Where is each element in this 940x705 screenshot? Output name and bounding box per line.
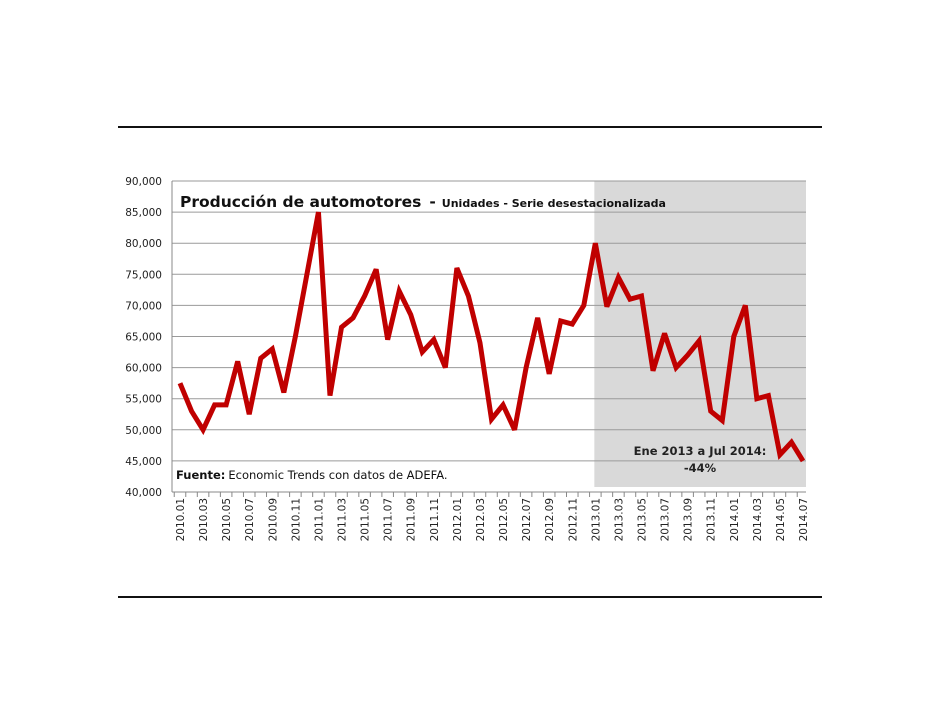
x-tick-label: 2011.09 [406, 498, 418, 541]
x-tick-label: 2010.03 [198, 498, 210, 541]
x-tick-label: 2011.01 [313, 498, 325, 541]
x-tick-label: 2010.09 [267, 498, 279, 541]
y-tick-label: 50,000 [125, 425, 162, 437]
x-tick-label: 2013.07 [660, 498, 672, 541]
x-tick-label: 2013.05 [636, 498, 648, 541]
title-separator: - [429, 193, 435, 211]
annotation-period: Ene 2013 a Jul 2014: [634, 444, 767, 458]
x-tick-label: 2011.05 [360, 498, 372, 541]
x-tick-label: 2012.05 [498, 498, 510, 541]
y-tick-label: 75,000 [125, 269, 162, 281]
y-tick-label: 90,000 [125, 176, 162, 188]
x-tick-label: 2012.01 [452, 498, 464, 541]
x-tick-label: 2014.03 [752, 498, 764, 541]
top-rule [118, 126, 822, 128]
x-tick-label: 2013.01 [590, 498, 602, 541]
chart-title: Producción de automotores [180, 193, 421, 211]
bottom-rule [118, 596, 822, 598]
x-tick-label: 2011.07 [383, 498, 395, 541]
source-label: Fuente: [176, 468, 225, 482]
x-tick-label: 2014.07 [798, 498, 810, 541]
x-tick-label: 2010.05 [221, 498, 233, 541]
x-tick-label: 2013.11 [706, 498, 718, 541]
svg-text:Producción de automotores-Unid: Producción de automotores - Unidades - Ser… [180, 193, 666, 211]
chart-subtitle: Unidades - Serie desestacionalizada [442, 197, 666, 210]
x-tick-label: 2012.03 [475, 498, 487, 541]
highlight-region [594, 181, 806, 487]
x-tick-label: 2011.03 [337, 498, 349, 541]
x-tick-label: 2012.07 [521, 498, 533, 541]
x-tick-label: 2011.11 [429, 498, 441, 541]
x-tick-label: 2013.03 [613, 498, 625, 541]
x-tick-label: 2010.11 [290, 498, 302, 541]
y-tick-label: 45,000 [125, 456, 162, 468]
svg-text:Fuente:Economic Trends con dat: Fuente: Economic Trends con datos de ADEF… [176, 468, 448, 482]
x-tick-label: 2012.09 [544, 498, 556, 541]
y-tick-label: 55,000 [125, 394, 162, 406]
y-tick-label: 65,000 [125, 332, 162, 344]
x-tick-label: 2010.07 [244, 498, 256, 541]
y-tick-label: 80,000 [125, 238, 162, 250]
x-tick-label: 2010.01 [175, 498, 187, 541]
y-tick-label: 60,000 [125, 363, 162, 375]
x-tick-label: 2013.09 [683, 498, 695, 541]
x-tick-label: 2014.01 [729, 498, 741, 541]
annotation-change: -44% [684, 461, 717, 475]
source-text: Economic Trends con datos de ADEFA. [228, 468, 447, 482]
x-tick-label: 2014.05 [775, 498, 787, 541]
y-tick-label: 85,000 [125, 207, 162, 219]
x-tick-label: 2012.11 [567, 498, 579, 541]
y-tick-label: 70,000 [125, 300, 162, 312]
y-tick-label: 40,000 [125, 487, 162, 499]
